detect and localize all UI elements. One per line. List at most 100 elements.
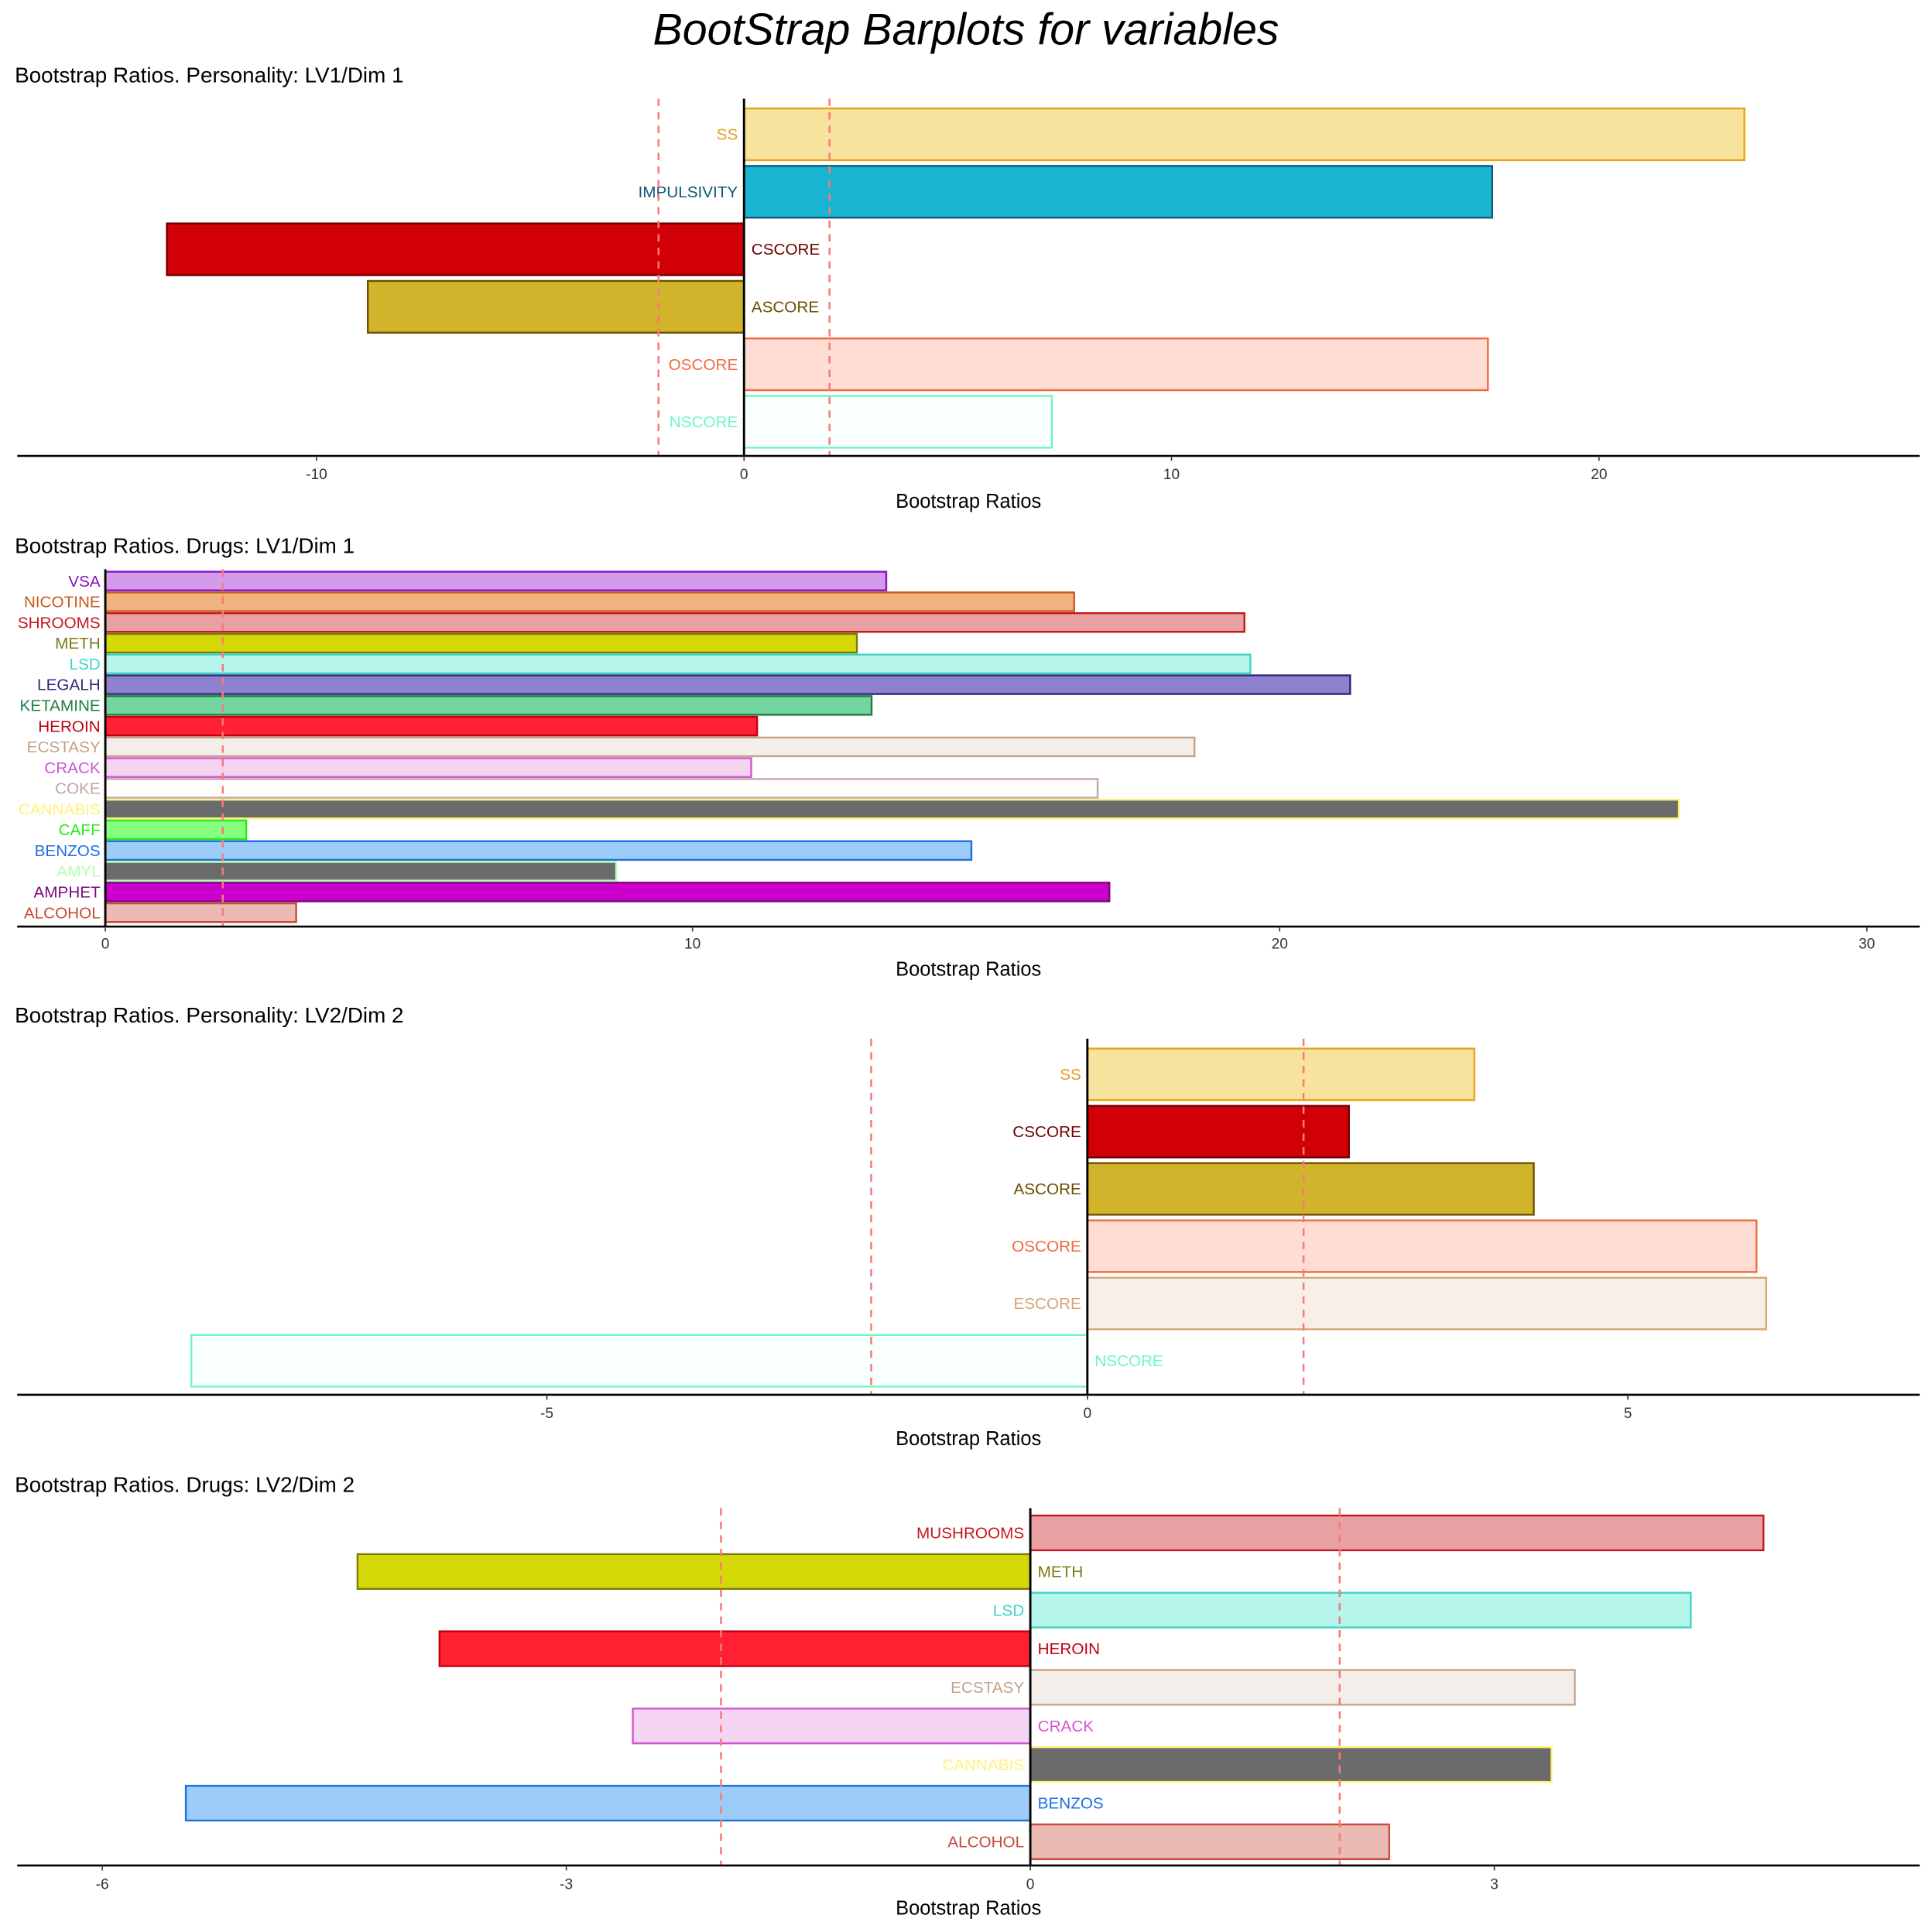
x-tick-label: 0 bbox=[101, 937, 110, 953]
x-tick-label: 0 bbox=[740, 467, 748, 483]
bar-label: HEROIN bbox=[38, 718, 100, 735]
bar-label: BENZOS bbox=[35, 842, 101, 860]
bar-ecstasy bbox=[1029, 1669, 1576, 1706]
bar-cscore bbox=[166, 222, 745, 276]
bar-heroin bbox=[104, 715, 759, 737]
bar-ss bbox=[1086, 1047, 1475, 1101]
x-axis-label: Bootstrap Ratios bbox=[896, 491, 1041, 512]
bar-nscore bbox=[743, 395, 1053, 449]
panel-2: Bootstrap Ratios. Drugs: LV1/Dim 1 VSA NIC… bbox=[0, 534, 1920, 981]
bar-cannabis bbox=[104, 799, 1680, 820]
bar-label: ALCOHOL bbox=[24, 904, 101, 922]
bar-nicotine bbox=[104, 591, 1075, 612]
x-axis-label: Bootstrap Ratios bbox=[896, 1898, 1041, 1920]
bar-label: VSA bbox=[68, 573, 101, 591]
bar-label: MUSHROOMS bbox=[916, 1525, 1024, 1543]
bar-label: SS bbox=[1060, 1066, 1081, 1084]
x-tick-label: 3 bbox=[1490, 1876, 1499, 1893]
bar-legalh bbox=[104, 674, 1351, 695]
bar-cscore bbox=[1086, 1105, 1350, 1159]
bar-label: COKE bbox=[55, 780, 101, 798]
bar-crack bbox=[104, 757, 752, 778]
bar-label: ECSTASY bbox=[951, 1679, 1024, 1697]
bar-escore bbox=[1086, 1276, 1767, 1331]
bar-label: CRACK bbox=[1038, 1718, 1094, 1735]
plot-area: SS IMPULSIVITY CSCORE ASCORE OSCORE NSCORE bbox=[166, 98, 1745, 456]
plot-area: MUSHROOMS METH LSD HEROIN ECSTASY CRACK CANNAB… bbox=[184, 1508, 1765, 1866]
x-tick-label: 10 bbox=[684, 937, 701, 953]
x-tick-label: 0 bbox=[1026, 1876, 1035, 1893]
x-tick-label: -6 bbox=[96, 1876, 109, 1893]
bar-label: OSCORE bbox=[1012, 1238, 1081, 1255]
bar-lsd bbox=[1029, 1591, 1692, 1629]
bar-nscore bbox=[190, 1334, 1088, 1388]
bar-heroin bbox=[438, 1630, 1032, 1667]
figure-title: BootStrap Barplots for variables bbox=[653, 5, 1279, 54]
bar-label: AMPHET bbox=[33, 884, 101, 902]
bar-label: METH bbox=[1038, 1563, 1084, 1581]
bar-benzos bbox=[184, 1784, 1032, 1822]
bar-label: CSCORE bbox=[1012, 1123, 1081, 1141]
bar-label: NSCORE bbox=[670, 413, 738, 431]
bar-oscore bbox=[743, 337, 1489, 392]
panel-title: Bootstrap Ratios. Drugs: LV1/Dim 1 bbox=[15, 534, 355, 558]
x-axis-label: Bootstrap Ratios bbox=[896, 959, 1041, 981]
x-tick-label: 20 bbox=[1591, 467, 1607, 483]
bar-label: NSCORE bbox=[1094, 1352, 1163, 1370]
plot-area: SS CSCORE ASCORE OSCORE ESCORE NSCORE bbox=[190, 1038, 1767, 1395]
bar-mushrooms bbox=[104, 611, 1245, 633]
bar-amphet bbox=[104, 882, 1111, 903]
x-tick-label: 0 bbox=[1083, 1406, 1091, 1422]
bar-amyl bbox=[104, 861, 618, 882]
x-tick-label: 30 bbox=[1858, 937, 1875, 953]
bar-benzos bbox=[104, 840, 973, 862]
bar-label: AMYL bbox=[57, 863, 100, 881]
bar-caff bbox=[104, 819, 248, 841]
bar-mushrooms bbox=[1029, 1514, 1765, 1552]
x-tick-label: 20 bbox=[1272, 937, 1288, 953]
bar-label: MUSHROOMS bbox=[0, 614, 101, 632]
bar-label: OSCORE bbox=[669, 356, 738, 374]
bar-ecstasy bbox=[104, 736, 1196, 758]
bar-label: CSCORE bbox=[752, 241, 820, 259]
bar-label: SS bbox=[717, 126, 738, 144]
bar-vsa bbox=[104, 570, 888, 591]
bar-oscore bbox=[1086, 1219, 1758, 1273]
bar-label: ALCOHOL bbox=[947, 1834, 1024, 1852]
bar-ascore bbox=[1086, 1162, 1535, 1216]
x-tick-label: 5 bbox=[1624, 1406, 1632, 1422]
bar-label: ESCORE bbox=[1013, 1295, 1081, 1313]
plot-area: VSA NICOTINE MUSHROOMS METH LSD LEGALH KETAMIN… bbox=[0, 569, 1680, 927]
bar-label: CANNABIS bbox=[942, 1756, 1024, 1774]
bar-label: LSD bbox=[993, 1601, 1024, 1619]
panel-title: Bootstrap Ratios. Drugs: LV2/Dim 2 bbox=[15, 1473, 355, 1497]
panel-4: Bootstrap Ratios. Drugs: LV2/Dim 2 MUSHRO… bbox=[15, 1473, 1920, 1920]
panel-1: Bootstrap Ratios. Personality: LV1/Dim 1… bbox=[15, 63, 1920, 512]
x-tick-label: -3 bbox=[560, 1876, 573, 1893]
panel-title: Bootstrap Ratios. Personality: LV1/Dim 1 bbox=[15, 63, 403, 87]
bar-cannabis bbox=[1029, 1746, 1553, 1783]
bar-label: KETAMINE bbox=[19, 697, 100, 715]
bar-label: CRACK bbox=[44, 759, 101, 777]
bar-label: NICOTINE bbox=[24, 594, 101, 611]
x-tick-label: 10 bbox=[1163, 467, 1180, 483]
bar-coke bbox=[104, 778, 1099, 799]
x-tick-label: -5 bbox=[540, 1406, 553, 1422]
bar-crack bbox=[632, 1708, 1032, 1745]
bar-label: CAFF bbox=[59, 821, 101, 839]
bar-impulsivity bbox=[743, 165, 1493, 219]
bar-alcohol bbox=[1029, 1823, 1390, 1861]
bar-alcohol bbox=[104, 902, 297, 923]
bar-meth bbox=[356, 1553, 1032, 1590]
bar-label: ASCORE bbox=[1013, 1180, 1081, 1198]
bar-lsd bbox=[104, 653, 1252, 675]
bar-label: LSD bbox=[69, 656, 100, 673]
bar-label: BENZOS bbox=[1038, 1795, 1104, 1813]
x-tick-label: -10 bbox=[306, 467, 327, 483]
bar-label: LEGALH bbox=[37, 677, 101, 694]
panel-title: Bootstrap Ratios. Personality: LV2/Dim 2 bbox=[15, 1003, 403, 1027]
bar-label: IMPULSIVITY bbox=[638, 183, 738, 201]
bar-label: HEROIN bbox=[1038, 1640, 1100, 1658]
bar-ascore bbox=[366, 279, 745, 334]
